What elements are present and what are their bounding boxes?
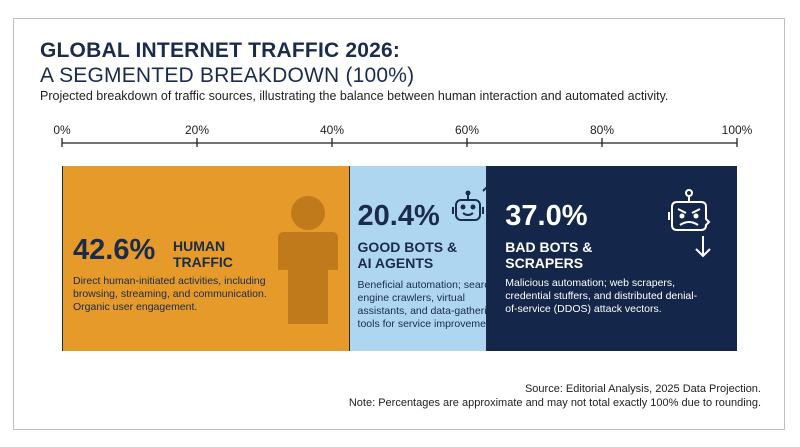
segment-human-traffic: 42.6% HUMAN TRAFFIC Direct human-initiat… bbox=[62, 166, 350, 351]
title-line-1: GLOBAL INTERNET TRAFFIC 2026: bbox=[40, 39, 401, 62]
segment-human-percent: 42.6% bbox=[73, 234, 156, 266]
source-text: Source: Editorial Analysis, 2025 Data Pr… bbox=[524, 383, 761, 395]
title-line-2: A SEGMENTED BREAKDOWN (100%) bbox=[40, 64, 415, 87]
x-tick-label: 60% bbox=[455, 123, 479, 137]
segment-bad-label: BAD BOTS & SCRAPERS bbox=[505, 239, 593, 271]
person-icon bbox=[278, 196, 338, 324]
chart-title: GLOBAL INTERNET TRAFFIC 2026: A SEGMENTE… bbox=[40, 38, 414, 88]
source-note: Source: Editorial Analysis, 2025 Data Pr… bbox=[349, 382, 761, 410]
chart-frame bbox=[13, 18, 785, 430]
segment-good-description: Beneficial automation; search engine cra… bbox=[357, 279, 488, 330]
chart-subtitle: Projected breakdown of traffic sources, … bbox=[40, 89, 669, 103]
angry-robot-icon bbox=[668, 189, 711, 258]
segment-bad-bots: 37.0% BAD BOTS & SCRAPERS Malicious auto… bbox=[487, 166, 737, 351]
segment-good-label: GOOD BOTS & AI AGENTS bbox=[357, 239, 458, 271]
x-tick-label: 40% bbox=[320, 123, 344, 137]
x-axis: 0% 20% 40% 60% 80% 100% bbox=[53, 123, 753, 147]
x-tick-label: 20% bbox=[185, 123, 209, 137]
segment-bad-percent: 37.0% bbox=[505, 200, 588, 232]
segment-good-percent: 20.4% bbox=[357, 200, 440, 232]
segment-human-label: HUMAN TRAFFIC bbox=[173, 238, 233, 270]
x-tick-label: 100% bbox=[722, 123, 753, 137]
rounding-note: Note: Percentages are approximate and ma… bbox=[348, 397, 761, 409]
segment-bad-description: Malicious automation; web scrapers, cred… bbox=[505, 277, 698, 315]
friendly-robot-icon bbox=[451, 185, 487, 221]
x-tick-label: 80% bbox=[590, 123, 614, 137]
segment-good-bots: 20.4% GOOD BOTS & AI AGENTS Beneficial a… bbox=[349, 166, 488, 351]
x-tick-label: 0% bbox=[53, 123, 71, 137]
segment-human-description: Direct human-initiated activities, inclu… bbox=[73, 275, 267, 313]
